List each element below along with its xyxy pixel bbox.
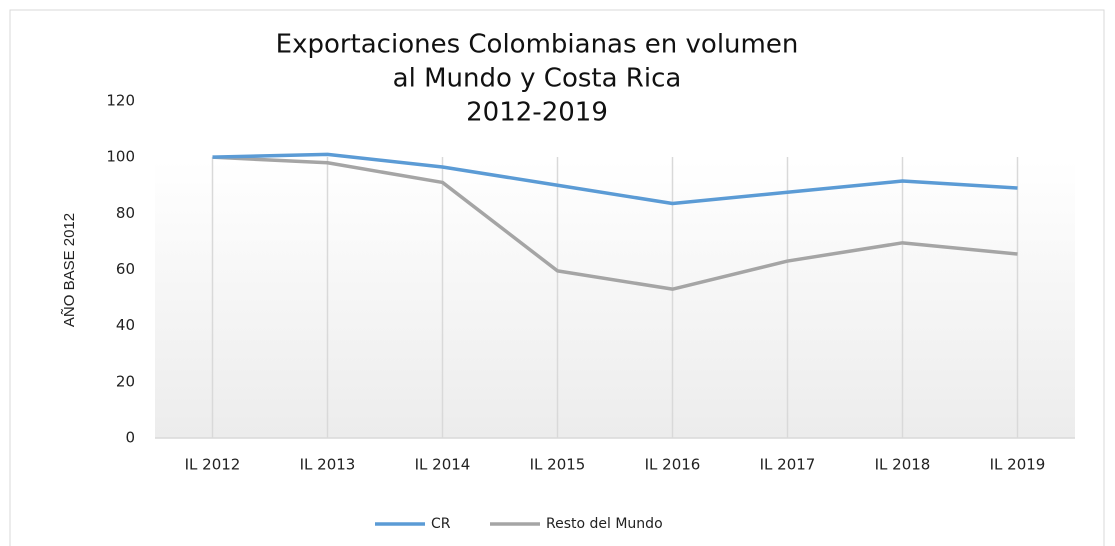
legend-label: Resto del Mundo: [546, 516, 663, 532]
x-tick-label: IL 2016: [645, 456, 701, 474]
y-tick-label: 60: [116, 260, 135, 278]
x-tick-label: IL 2012: [185, 456, 241, 474]
y-axis-label: AÑO BASE 2012: [61, 213, 78, 327]
chart-title: 2012-2019: [466, 98, 608, 128]
y-tick-label: 100: [106, 148, 135, 166]
y-tick-label: 20: [116, 372, 135, 390]
x-tick-label: IL 2013: [300, 456, 356, 474]
series-line: [212, 155, 1018, 291]
x-tick-label: IL 2018: [875, 456, 931, 474]
y-tick-label: 0: [125, 429, 135, 447]
x-tick-label: IL 2019: [990, 456, 1046, 474]
y-tick-label: 80: [116, 204, 135, 222]
chart-title: Exportaciones Colombianas en volumen: [276, 30, 799, 60]
plot-background: [155, 160, 1075, 438]
x-tick-label: IL 2017: [760, 456, 816, 474]
series-line: [212, 152, 1018, 206]
x-tick-label: IL 2015: [530, 456, 586, 474]
legend-label: CR: [431, 516, 451, 532]
y-tick-label: 40: [116, 316, 135, 334]
y-tick-label: 120: [106, 92, 135, 110]
chart-title: al Mundo y Costa Rica: [393, 64, 682, 94]
x-tick-label: IL 2014: [415, 456, 471, 474]
